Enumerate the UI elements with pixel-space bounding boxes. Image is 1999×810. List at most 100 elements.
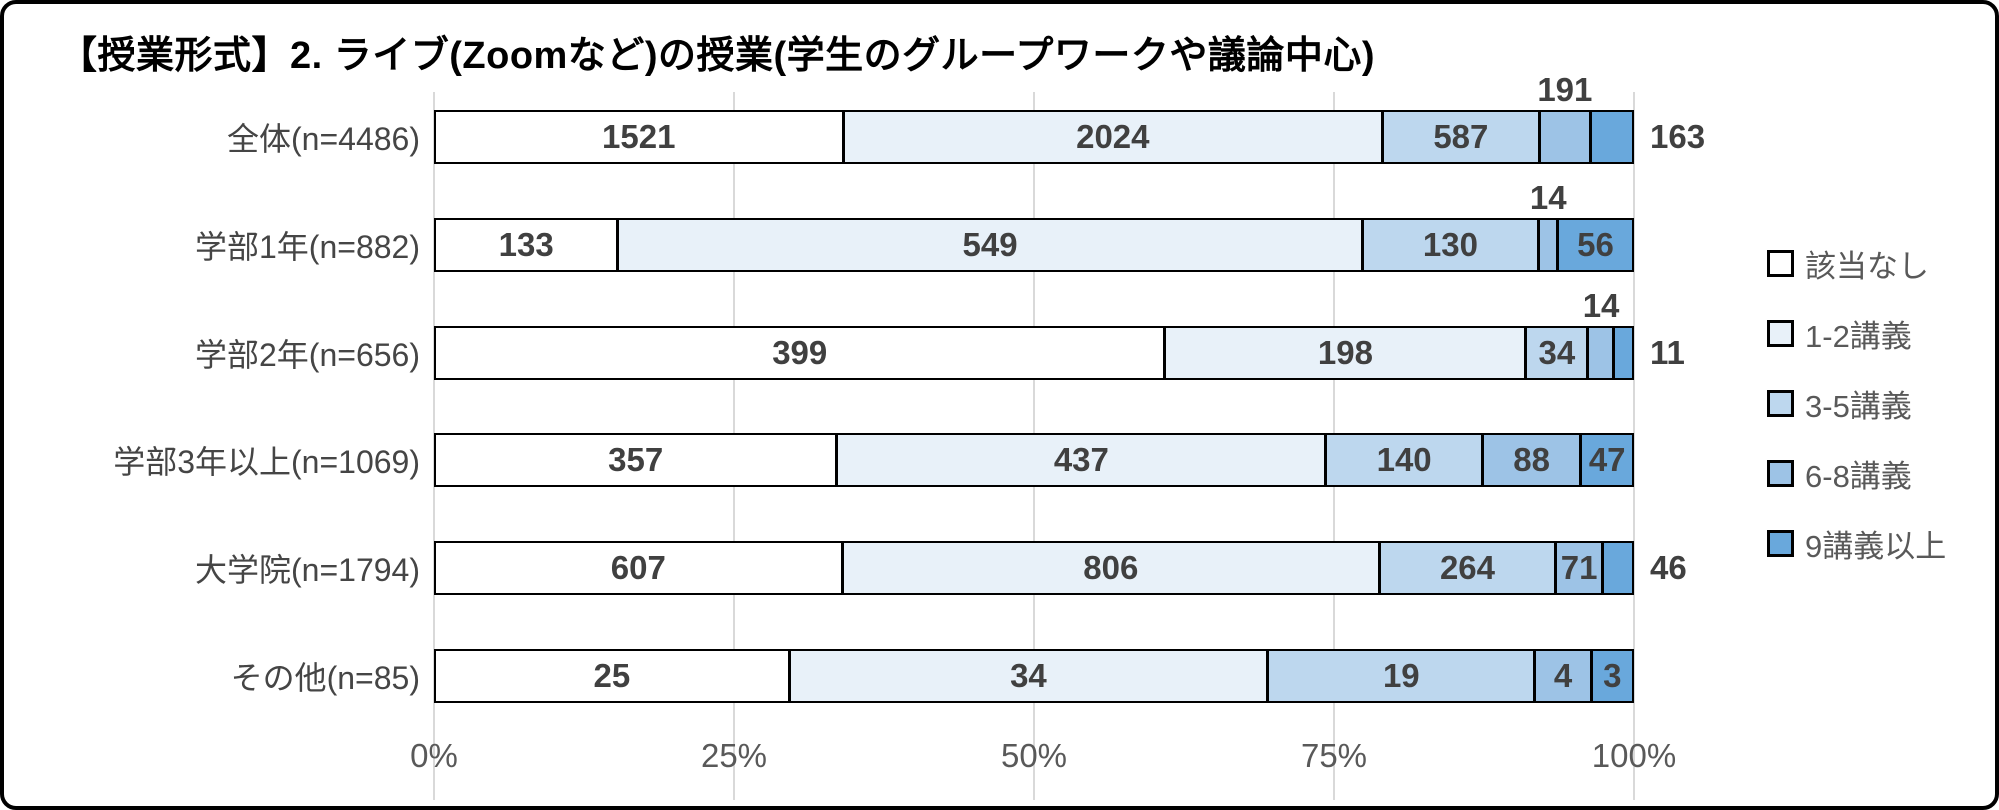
segment-value-label: 130	[1422, 225, 1478, 263]
segment-value-label: 264	[1439, 549, 1495, 587]
above-value-label: 14	[1529, 178, 1567, 216]
bar-segment: 806	[840, 543, 1378, 594]
bar-segment: 549	[616, 219, 1361, 270]
bar-rows-layer: 1521 2024 587 191 163 133 549 130 56 14 399 198 34 14…	[434, 71, 1705, 730]
bar-segment	[1537, 219, 1557, 270]
legend-item: 1-2講義	[1767, 311, 1946, 356]
segment-value-label: 587	[1433, 117, 1489, 155]
bar-segment	[1537, 111, 1589, 162]
y-category-label: 学部1年(n=882)	[195, 228, 420, 265]
segment-value-label: 549	[962, 225, 1018, 263]
y-category-label: その他(n=85)	[230, 660, 420, 697]
stacked-bar: 133 549 130 56	[434, 217, 1634, 272]
bar-segment: 25	[436, 651, 788, 702]
segment-value-label: 437	[1053, 441, 1109, 479]
stacked-bar: 607 806 264 71	[434, 541, 1634, 596]
bar-segment: 4	[1533, 651, 1590, 702]
bar-segment: 88	[1480, 435, 1580, 486]
x-tick-label: 25%	[700, 737, 768, 774]
legend-label: 該当なし	[1805, 249, 1929, 284]
segment-value-label: 607	[610, 549, 666, 587]
bar-segment: 3	[1589, 651, 1632, 702]
legend-item: 6-8講義	[1767, 451, 1946, 496]
chart-row: 607 806 264 71 46	[434, 514, 1687, 622]
x-tick-label: 0%	[410, 737, 458, 774]
x-tick-label: 100%	[1591, 737, 1677, 774]
y-axis-labels: 全体(n=4486) 学部1年(n=882) 学部2年(n=656) 学部3年以上(n…	[34, 83, 420, 730]
bar-segment: 140	[1324, 435, 1481, 486]
above-value-label: 191	[1537, 70, 1593, 108]
bar-segment: 34	[1524, 327, 1587, 378]
y-category-label: 学部2年(n=656)	[195, 336, 420, 373]
segment-value-label: 399	[772, 333, 828, 371]
legend-swatch	[1767, 460, 1794, 487]
legend-swatch	[1767, 390, 1794, 417]
bar-segment: 264	[1377, 543, 1554, 594]
legend-label: 1-2講義	[1805, 319, 1912, 354]
bar-segment: 133	[436, 219, 617, 270]
bar-segment: 1521	[436, 111, 842, 162]
y-category-label: 学部3年以上(n=1069)	[113, 444, 420, 481]
plot-area: 1521 2024 587 191 163 133 549 130 56 14 399 198 34 14…	[433, 71, 1705, 800]
bar-segment: 607	[436, 543, 841, 594]
bar-segment: 56	[1556, 219, 1632, 270]
bar-segment: 587	[1381, 111, 1538, 162]
chart-row: 399 198 34 14 11	[434, 287, 1685, 407]
bar-segment	[1601, 543, 1632, 594]
segment-value-label: 34	[1538, 333, 1576, 371]
bar-segment: 34	[787, 651, 1267, 702]
x-tick-label: 75%	[1300, 737, 1368, 774]
outside-value-label: 163	[1650, 117, 1706, 155]
segment-value-label: 71	[1560, 549, 1598, 587]
segment-value-label: 806	[1083, 549, 1139, 587]
outside-value-label: 46	[1650, 549, 1687, 587]
stacked-bar: 357 437 140 88 47	[434, 433, 1634, 488]
above-value-label: 14	[1582, 286, 1620, 324]
stacked-bar: 399 198 34	[434, 325, 1634, 380]
chart-row: 133 549 130 56 14	[434, 179, 1634, 299]
segment-value-label: 56	[1577, 225, 1614, 263]
chart-title: 【授業形式】2. ライブ(Zoomなど)の授業(学生のグループワークや議論中心)	[59, 35, 1376, 77]
legend-label: 9講義以上	[1805, 529, 1947, 564]
x-axis: 0% 25% 50% 75% 100%	[410, 737, 1676, 787]
bar-segment: 2024	[841, 111, 1382, 162]
chart-row: 1521 2024 587 191 163	[434, 71, 1705, 191]
segment-value-label: 19	[1382, 657, 1420, 695]
bar-segment	[1586, 327, 1612, 378]
segment-value-label: 2024	[1076, 117, 1150, 155]
bar-segment: 71	[1553, 543, 1602, 594]
segment-value-label: 25	[593, 657, 631, 695]
legend: 該当なし 1-2講義 3-5講義 6-8講義 9講義以上	[1767, 241, 1946, 566]
segment-value-label: 88	[1513, 441, 1551, 479]
legend-label: 6-8講義	[1805, 459, 1912, 494]
legend-item: 該当なし	[1767, 241, 1946, 286]
segment-value-label: 140	[1376, 441, 1432, 479]
segment-value-label: 133	[498, 225, 554, 263]
segment-value-label: 198	[1317, 333, 1373, 371]
gridline	[1633, 92, 1635, 800]
segment-value-label: 34	[1010, 657, 1047, 695]
bar-segment: 399	[436, 327, 1164, 378]
bar-segment: 437	[835, 435, 1325, 486]
segment-value-label: 4	[1553, 657, 1573, 695]
bar-segment: 19	[1266, 651, 1534, 702]
bar-segment	[1588, 111, 1632, 162]
segment-value-label: 1521	[602, 117, 676, 155]
bar-segment: 198	[1163, 327, 1525, 378]
segment-value-label: 357	[608, 441, 664, 479]
x-tick-label: 50%	[1000, 737, 1068, 774]
bar-segment	[1611, 327, 1632, 378]
legend-swatch	[1767, 530, 1794, 557]
legend-swatch	[1767, 250, 1794, 277]
bar-segment: 47	[1579, 435, 1632, 486]
segment-value-label: 47	[1588, 441, 1626, 479]
legend-item: 9講義以上	[1767, 521, 1946, 566]
chart-row: 25 34 19 4 3	[434, 622, 1634, 730]
bar-segment: 357	[436, 435, 836, 486]
outside-value-label: 11	[1650, 333, 1685, 371]
segment-value-label: 3	[1603, 657, 1622, 695]
stacked-bar: 25 34 19 4 3	[434, 649, 1634, 704]
bar-segment: 130	[1360, 219, 1538, 270]
stacked-bar: 1521 2024 587	[434, 109, 1634, 164]
